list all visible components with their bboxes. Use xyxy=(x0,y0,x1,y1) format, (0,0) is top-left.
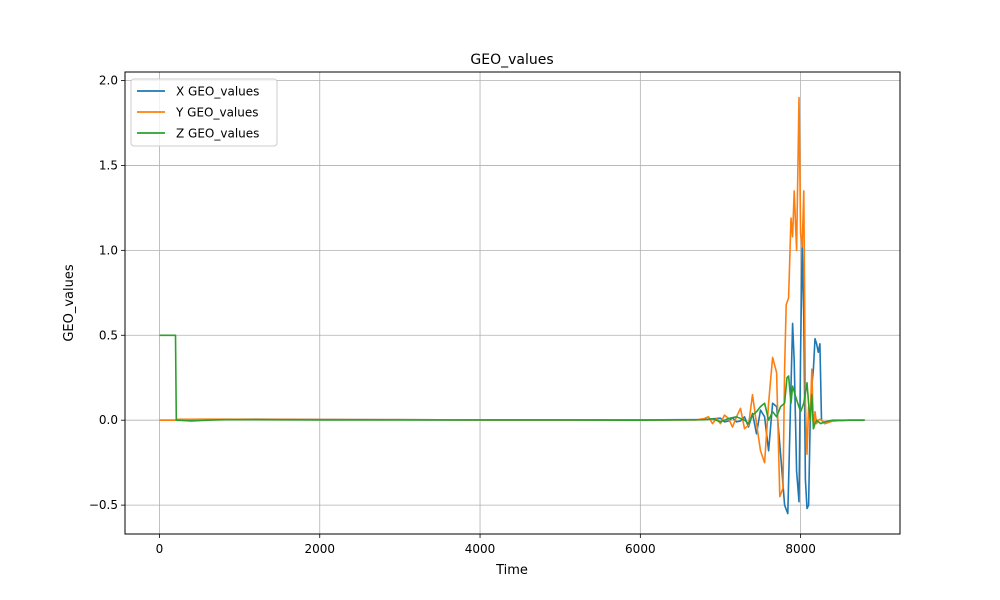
x-tick-label: 0 xyxy=(156,542,164,556)
chart-title: GEO_values xyxy=(470,52,553,68)
y-tick-label: 0.5 xyxy=(99,328,118,342)
x-tick-label: 2000 xyxy=(304,542,335,556)
y-axis-ticks: −0.5 0.0 0.5 1.0 1.5 2.0 xyxy=(89,73,125,512)
legend-box xyxy=(130,78,278,147)
legend-label: X GEO_values xyxy=(176,85,259,99)
x-tick-label: 4000 xyxy=(465,542,496,556)
x-axis-label: Time xyxy=(495,563,528,578)
x-tick-label: 6000 xyxy=(625,542,656,556)
y-axis-label: GEO_values xyxy=(62,264,77,342)
legend: X GEO_values Y GEO_values Z GEO_values xyxy=(130,78,278,147)
plot-frame xyxy=(124,71,901,535)
series-line-1 xyxy=(159,241,865,515)
y-tick-label: 1.0 xyxy=(99,243,118,257)
series-line-2 xyxy=(159,96,865,498)
y-tick-label: 0.0 xyxy=(99,413,118,427)
x-tick-label: 8000 xyxy=(785,542,816,556)
x-axis-ticks: 0 2000 4000 6000 8000 xyxy=(156,534,816,556)
y-tick-label: 1.5 xyxy=(99,158,118,172)
plot-area xyxy=(159,96,865,515)
legend-label: Y GEO_values xyxy=(175,106,259,120)
series-line-3 xyxy=(159,334,865,430)
y-tick-label: −0.5 xyxy=(89,498,118,512)
y-tick-label: 2.0 xyxy=(99,73,118,87)
legend-label: Z GEO_values xyxy=(176,127,259,141)
